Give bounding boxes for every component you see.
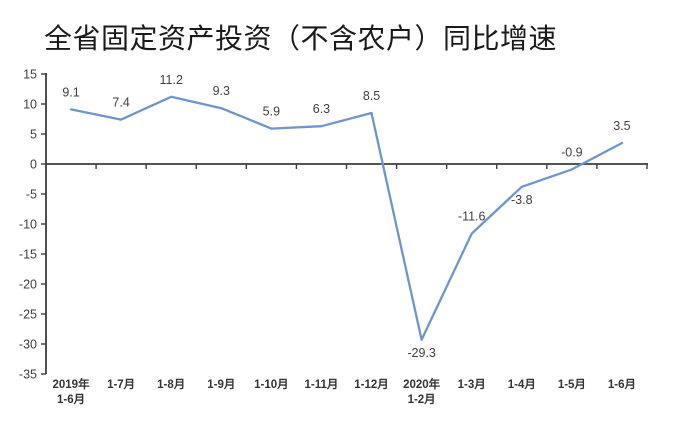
y-tick-label: 15	[23, 68, 37, 82]
x-tick-label: 1-11月	[305, 378, 339, 391]
data-label: -3.8	[511, 193, 533, 207]
x-axis	[46, 163, 648, 169]
x-tick-label: 1-7月	[107, 378, 135, 391]
y-tick-label: -5	[26, 188, 37, 202]
x-tick-label: 1-4月	[508, 378, 536, 391]
y-tick-label: 5	[30, 128, 37, 142]
x-tick-label: 2019年 1-6月	[52, 377, 90, 406]
x-tick-label: 1-5月	[558, 378, 586, 391]
data-labels: 9.1 7.4 11.2 9.3 5.9 6.3 8.5 -29.3 -11.6 -3.8 -0.9…	[62, 73, 630, 360]
data-label: -0.9	[561, 145, 583, 159]
x-tick-labels: 2019年 1-6月 1-7月 1-8月 1-9月 1-10月 1-11月 1-12月 2020…	[52, 377, 636, 406]
data-label: 3.5	[613, 119, 630, 133]
x-tick-label: 1-6月	[608, 378, 636, 391]
data-series-line	[69, 95, 624, 341]
x-tick-label: 1-9月	[207, 378, 235, 391]
data-label: -29.3	[407, 346, 436, 360]
y-tick-label: -15	[19, 248, 37, 262]
data-label: 7.4	[112, 96, 129, 110]
data-label: -11.6	[458, 210, 486, 224]
y-tick-label: -10	[19, 218, 37, 232]
x-tick-label: 2020年 1-2月	[403, 377, 441, 406]
x-tick-label: 1-12月	[354, 378, 389, 391]
data-label: 9.1	[62, 85, 79, 99]
y-tick-label: -20	[19, 278, 37, 292]
x-tick-label: 1-3月	[458, 378, 486, 391]
y-tick-label: 10	[23, 98, 37, 112]
data-label: 11.2	[160, 73, 183, 87]
data-label: 6.3	[313, 102, 330, 116]
x-tick-label: 1-10月	[254, 378, 289, 391]
y-tick-label: -30	[19, 338, 37, 352]
y-axis: 15 10 5 0 -5 -10 -15 -20 -25 -30 -35	[19, 68, 47, 382]
data-label: 5.9	[263, 105, 280, 119]
data-label: 8.5	[363, 89, 380, 103]
y-tick-label: -35	[19, 368, 37, 382]
data-label: 9.3	[213, 84, 230, 98]
y-tick-label: -25	[19, 308, 37, 322]
x-tick-label: 1-8月	[157, 378, 185, 391]
chart-title: 全省固定资产投资（不含农户）同比增速	[44, 22, 558, 55]
y-tick-label: 0	[30, 158, 37, 172]
